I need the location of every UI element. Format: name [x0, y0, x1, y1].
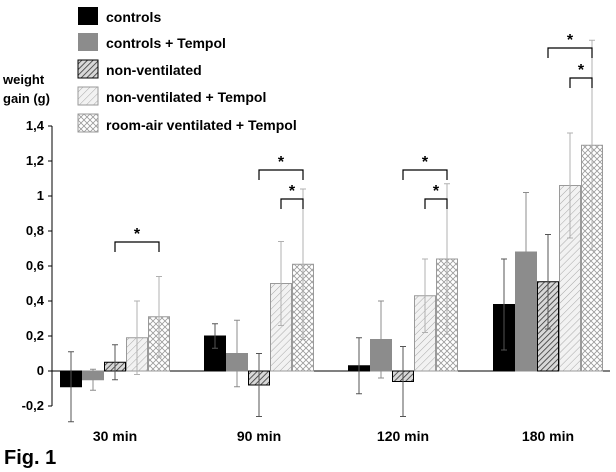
- significance-bracket: *: [402, 154, 448, 180]
- y-axis-title-line-1: weight: [2, 72, 45, 87]
- y-tick-label: 1: [37, 188, 44, 203]
- x-category-label: 180 min: [522, 428, 574, 444]
- significance-star: *: [134, 226, 141, 243]
- y-tick-label: 0: [37, 363, 44, 378]
- significance-star: *: [422, 154, 429, 171]
- significance-star: *: [433, 183, 440, 200]
- significance-bracket: *: [569, 62, 593, 88]
- bracket-line: [569, 77, 593, 88]
- legend-item: controls + Tempol: [78, 33, 226, 51]
- x-category-label: 90 min: [237, 428, 281, 444]
- y-tick-label: 1,4: [26, 118, 45, 133]
- significance-brackets: ********: [114, 0, 593, 252]
- legend-item: non-ventilated: [77, 59, 202, 79]
- legend-swatch: [78, 33, 98, 51]
- legend-item: room-air ventilated + Tempol: [77, 113, 297, 133]
- legend-swatch: [77, 59, 99, 79]
- legend-swatch: [78, 7, 98, 25]
- significance-bracket: *: [258, 154, 304, 180]
- significance-bracket: *: [547, 32, 593, 58]
- x-category-label: 120 min: [377, 428, 429, 444]
- significance-bracket: *: [280, 183, 304, 209]
- bracket-line: [114, 241, 160, 252]
- significance-star: *: [289, 183, 296, 200]
- y-tick-label: 0,2: [26, 328, 44, 343]
- bracket-line: [424, 198, 448, 209]
- legend-label: controls + Tempol: [106, 35, 226, 51]
- significance-bracket: *: [123, 0, 130, 4]
- figure-label: Fig. 1: [4, 447, 56, 469]
- legend-item: non-ventilated + Tempol: [77, 86, 266, 106]
- significance-star: *: [567, 32, 574, 49]
- bars: [60, 144, 603, 388]
- bracket-line: [258, 169, 304, 180]
- legend: controls controls + Tempol non-ventilate…: [77, 7, 297, 133]
- error-bars: [68, 39, 595, 423]
- legend-label: non-ventilated: [106, 62, 202, 78]
- legend-item: controls: [78, 7, 161, 25]
- y-tick-label: 0,8: [26, 223, 44, 238]
- legend-label: controls: [106, 9, 161, 25]
- significance-star: *: [278, 154, 285, 171]
- significance-bracket: *: [114, 226, 160, 252]
- significance-bracket: *: [424, 183, 448, 209]
- y-axis-title-line-2: gain (g): [3, 91, 50, 106]
- x-category-label: 30 min: [93, 428, 137, 444]
- bracket-line: [547, 47, 593, 58]
- legend-label: non-ventilated + Tempol: [106, 89, 266, 105]
- y-tick-label: 0,4: [26, 293, 45, 308]
- significance-star: *: [578, 62, 585, 79]
- y-tick-label: 0,6: [26, 258, 44, 273]
- y-tick-label: 1,2: [26, 153, 44, 168]
- legend-swatch: [77, 86, 99, 106]
- bracket-line: [402, 169, 448, 180]
- legend-label: room-air ventilated + Tempol: [106, 117, 297, 133]
- bracket-line: [280, 198, 304, 209]
- y-tick-label: -0,2: [22, 398, 44, 413]
- significance-star: *: [123, 0, 130, 4]
- legend-swatch: [77, 113, 99, 133]
